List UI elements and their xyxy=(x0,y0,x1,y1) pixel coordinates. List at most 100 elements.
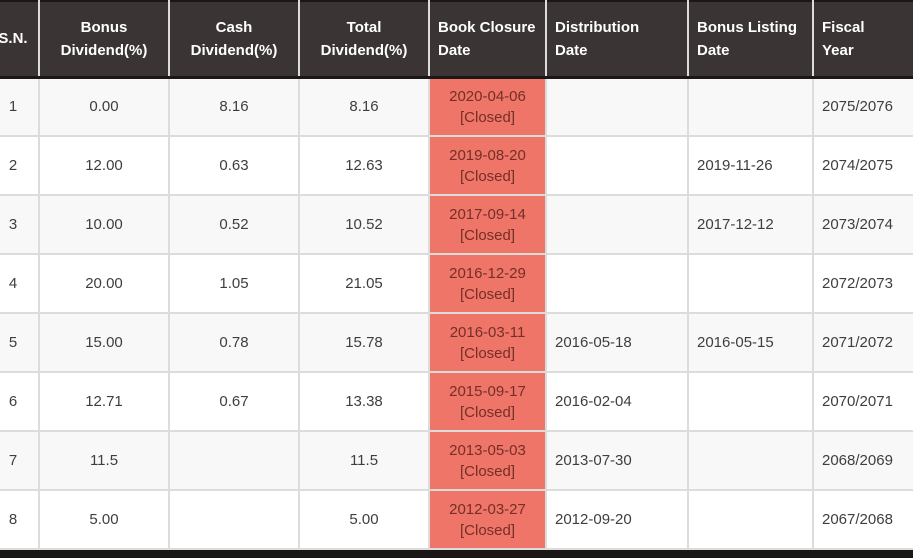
table-row: 5 15.00 0.78 15.78 2016-03-11 [Closed] 2… xyxy=(0,312,913,373)
book-closure-date: 2016-12-29 xyxy=(449,264,526,282)
table-row: 7 11.5 11.5 2013-05-03 [Closed] 2013-07-… xyxy=(0,430,913,491)
book-closure-date: 2020-04-06 xyxy=(449,87,526,105)
cell-bonus-dividend: 20.00 xyxy=(38,253,170,314)
cell-total-dividend: 10.52 xyxy=(298,194,430,255)
cell-book-closure: 2017-09-14 [Closed] xyxy=(428,194,547,255)
header-row: S.N. Bonus Dividend(%) Cash Dividend(%) … xyxy=(0,0,913,79)
cell-fiscal-year: 2072/2073 xyxy=(812,253,913,314)
cell-bonus-dividend: 10.00 xyxy=(38,194,170,255)
cell-book-closure: 2013-05-03 [Closed] xyxy=(428,430,547,491)
book-closure-date: 2012-03-27 xyxy=(449,500,526,518)
cell-fiscal-year: 2067/2068 xyxy=(812,489,913,550)
cell-book-closure: 2015-09-17 [Closed] xyxy=(428,371,547,432)
cell-distribution-date: 2016-05-18 xyxy=(545,312,689,373)
cell-distribution-date xyxy=(545,253,689,314)
cell-cash-dividend: 8.16 xyxy=(168,76,300,137)
cell-sn: 6 xyxy=(0,371,40,432)
cell-bonus-listing-date: 2017-12-12 xyxy=(687,194,814,255)
book-closure-status: [Closed] xyxy=(459,167,516,185)
cell-sn: 4 xyxy=(0,253,40,314)
table-row: 6 12.71 0.67 13.38 2015-09-17 [Closed] 2… xyxy=(0,371,913,432)
cell-fiscal-year: 2075/2076 xyxy=(812,76,913,137)
cell-cash-dividend: 0.67 xyxy=(168,371,300,432)
cell-distribution-date: 2012-09-20 xyxy=(545,489,689,550)
column-header-cash-dividend: Cash Dividend(%) xyxy=(168,0,300,79)
column-header-book-closure-date-label: Book Closure Date xyxy=(438,18,536,59)
table-row: 2 12.00 0.63 12.63 2019-08-20 [Closed] 2… xyxy=(0,135,913,196)
cell-bonus-listing-date xyxy=(687,489,814,550)
cell-fiscal-year: 2068/2069 xyxy=(812,430,913,491)
cell-bonus-listing-date xyxy=(687,76,814,137)
book-closure-status: [Closed] xyxy=(459,462,516,480)
cell-distribution-date xyxy=(545,135,689,196)
cell-bonus-dividend: 12.71 xyxy=(38,371,170,432)
cell-cash-dividend: 0.52 xyxy=(168,194,300,255)
cell-sn: 2 xyxy=(0,135,40,196)
cell-book-closure: 2020-04-06 [Closed] xyxy=(428,76,547,137)
book-closure-date: 2016-03-11 xyxy=(449,323,526,341)
book-closure-date: 2017-09-14 xyxy=(449,205,526,223)
cell-distribution-date: 2016-02-04 xyxy=(545,371,689,432)
cell-fiscal-year: 2071/2072 xyxy=(812,312,913,373)
cell-book-closure: 2016-12-29 [Closed] xyxy=(428,253,547,314)
cell-cash-dividend: 1.05 xyxy=(168,253,300,314)
book-closure-status: [Closed] xyxy=(459,403,516,421)
book-closure-date: 2019-08-20 xyxy=(449,146,526,164)
cell-distribution-date xyxy=(545,194,689,255)
table-bottom-rule xyxy=(0,550,913,558)
table-row: 3 10.00 0.52 10.52 2017-09-14 [Closed] 2… xyxy=(0,194,913,255)
column-header-sn: S.N. xyxy=(0,0,40,79)
book-closure-status: [Closed] xyxy=(459,108,516,126)
cell-fiscal-year: 2074/2075 xyxy=(812,135,913,196)
cell-book-closure: 2019-08-20 [Closed] xyxy=(428,135,547,196)
cell-book-closure: 2012-03-27 [Closed] xyxy=(428,489,547,550)
table-row: 1 0.00 8.16 8.16 2020-04-06 [Closed] 207… xyxy=(0,76,913,137)
book-closure-status: [Closed] xyxy=(459,285,516,303)
cell-cash-dividend xyxy=(168,430,300,491)
cell-bonus-dividend: 11.5 xyxy=(38,430,170,491)
table-row: 8 5.00 5.00 2012-03-27 [Closed] 2012-09-… xyxy=(0,489,913,550)
column-header-book-closure-date: Book Closure Date xyxy=(428,0,547,79)
column-header-bonus-listing-date-label: Bonus Listing Date xyxy=(697,18,797,59)
column-header-fiscal-year-label: Fiscal Year xyxy=(822,18,865,59)
cell-total-dividend: 11.5 xyxy=(298,430,430,491)
cell-bonus-listing-date: 2019-11-26 xyxy=(687,135,814,196)
cell-bonus-listing-date xyxy=(687,430,814,491)
column-header-distribution-date-label: Distribution Date xyxy=(555,18,640,59)
cell-sn: 8 xyxy=(0,489,40,550)
cell-total-dividend: 21.05 xyxy=(298,253,430,314)
cell-fiscal-year: 2070/2071 xyxy=(812,371,913,432)
cell-cash-dividend: 0.78 xyxy=(168,312,300,373)
column-header-bonus-dividend-label: Bonus Dividend(%) xyxy=(60,18,148,59)
cell-bonus-dividend: 0.00 xyxy=(38,76,170,137)
cell-total-dividend: 12.63 xyxy=(298,135,430,196)
cell-bonus-listing-date xyxy=(687,253,814,314)
column-header-fiscal-year: Fiscal Year xyxy=(812,0,913,79)
cell-bonus-dividend: 12.00 xyxy=(38,135,170,196)
cell-total-dividend: 15.78 xyxy=(298,312,430,373)
column-header-distribution-date: Distribution Date xyxy=(545,0,689,79)
cell-cash-dividend: 0.63 xyxy=(168,135,300,196)
cell-bonus-dividend: 5.00 xyxy=(38,489,170,550)
cell-book-closure: 2016-03-11 [Closed] xyxy=(428,312,547,373)
column-header-sn-label: S.N. xyxy=(0,30,28,48)
cell-total-dividend: 5.00 xyxy=(298,489,430,550)
cell-distribution-date: 2013-07-30 xyxy=(545,430,689,491)
book-closure-date: 2015-09-17 xyxy=(449,382,526,400)
table-row: 4 20.00 1.05 21.05 2016-12-29 [Closed] 2… xyxy=(0,253,913,314)
cell-sn: 3 xyxy=(0,194,40,255)
column-header-total-dividend-label: Total Dividend(%) xyxy=(320,18,408,59)
cell-bonus-listing-date: 2016-05-15 xyxy=(687,312,814,373)
book-closure-status: [Closed] xyxy=(459,521,516,539)
cell-sn: 1 xyxy=(0,76,40,137)
cell-bonus-listing-date xyxy=(687,371,814,432)
cell-sn: 5 xyxy=(0,312,40,373)
cell-total-dividend: 13.38 xyxy=(298,371,430,432)
cell-total-dividend: 8.16 xyxy=(298,76,430,137)
column-header-cash-dividend-label: Cash Dividend(%) xyxy=(190,18,278,59)
book-closure-status: [Closed] xyxy=(459,344,516,362)
book-closure-date: 2013-05-03 xyxy=(449,441,526,459)
